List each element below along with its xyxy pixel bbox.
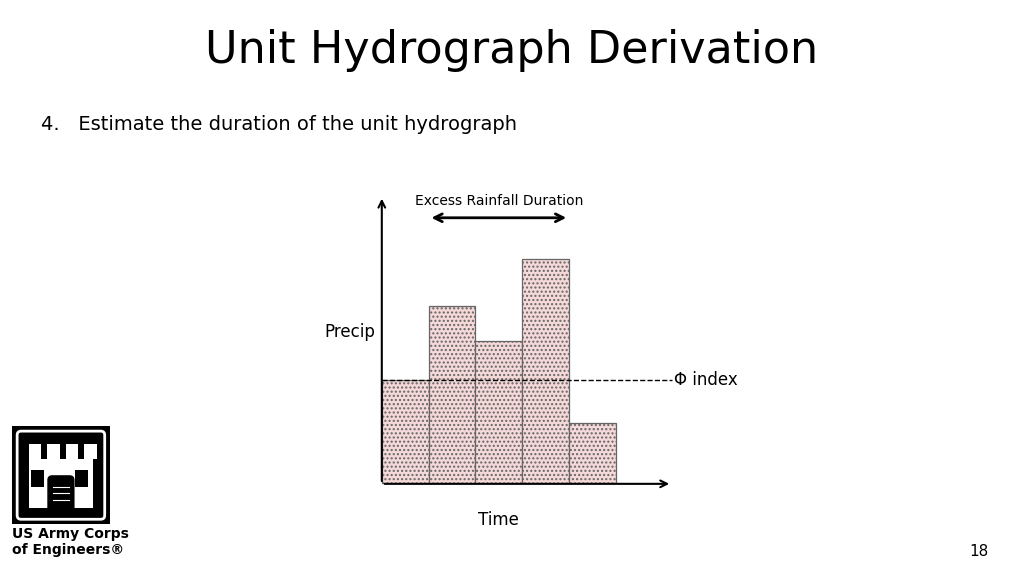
FancyBboxPatch shape xyxy=(17,431,104,520)
Text: Unit Hydrograph Derivation: Unit Hydrograph Derivation xyxy=(206,29,818,72)
Bar xyxy=(66,444,79,458)
Text: Excess Rainfall Duration: Excess Rainfall Duration xyxy=(415,194,583,208)
Text: US Army Corps
of Engineers®: US Army Corps of Engineers® xyxy=(12,527,129,557)
Bar xyxy=(84,444,97,458)
Text: Precip: Precip xyxy=(324,323,375,342)
FancyBboxPatch shape xyxy=(9,423,113,527)
Bar xyxy=(47,444,60,458)
Bar xyxy=(79,444,84,458)
Text: 18: 18 xyxy=(969,544,988,559)
Bar xyxy=(29,444,42,458)
Bar xyxy=(31,470,44,487)
FancyBboxPatch shape xyxy=(569,423,615,484)
FancyBboxPatch shape xyxy=(522,259,569,484)
FancyBboxPatch shape xyxy=(429,305,475,484)
Bar xyxy=(29,458,93,507)
FancyBboxPatch shape xyxy=(382,380,429,484)
Bar xyxy=(60,444,66,458)
FancyBboxPatch shape xyxy=(475,341,522,484)
Text: 4.   Estimate the duration of the unit hydrograph: 4. Estimate the duration of the unit hyd… xyxy=(41,115,517,134)
Bar xyxy=(41,444,47,458)
FancyBboxPatch shape xyxy=(47,475,75,513)
Text: Φ index: Φ index xyxy=(675,370,738,389)
Bar xyxy=(75,470,88,487)
Text: Time: Time xyxy=(478,511,519,529)
